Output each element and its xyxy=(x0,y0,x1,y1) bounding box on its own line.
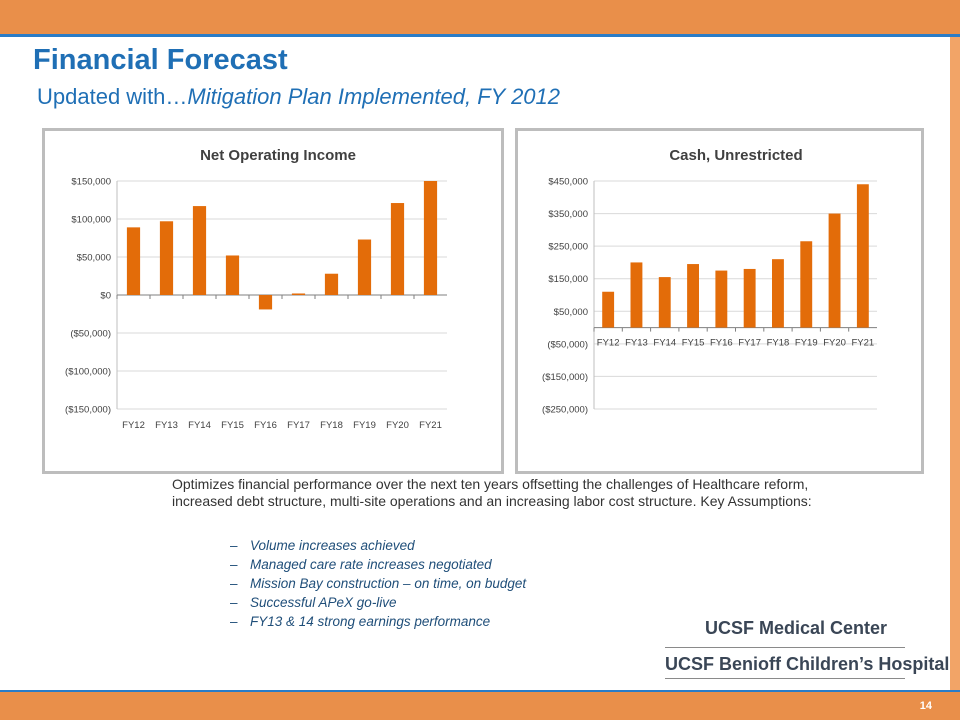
bar-fy14 xyxy=(658,277,671,328)
assumption-text: Mission Bay construction – on time, on b… xyxy=(250,576,527,591)
x-category-label: FY21 xyxy=(851,338,874,349)
x-category-label: FY13 xyxy=(155,420,178,431)
dash-marker: – xyxy=(230,538,238,553)
dash-marker: – xyxy=(230,614,238,629)
dash-marker: – xyxy=(230,576,238,591)
top-rule xyxy=(0,34,960,37)
x-category-label: FY14 xyxy=(653,338,676,349)
y-tick-label: $0 xyxy=(100,291,111,302)
x-category-label: FY12 xyxy=(122,420,145,431)
top-band xyxy=(0,0,960,34)
subtitle-lead: Updated with… xyxy=(37,84,188,109)
chart-title: Net Operating Income xyxy=(200,147,356,164)
description-text: Optimizes financial performance over the… xyxy=(172,476,812,509)
page-title: Financial Forecast xyxy=(33,44,288,76)
y-tick-label: $150,000 xyxy=(548,274,588,285)
bar-fy21 xyxy=(856,184,869,328)
bar-fy13 xyxy=(630,262,643,328)
y-tick-label: ($50,000) xyxy=(547,339,588,350)
y-tick-label: $450,000 xyxy=(548,177,588,188)
bar-fy20 xyxy=(828,213,841,328)
y-tick-label: ($50,000) xyxy=(70,329,111,340)
assumption-item: – Mission Bay construction – on time, on … xyxy=(230,574,526,593)
y-tick-label: $50,000 xyxy=(554,307,588,318)
bar-fy17 xyxy=(743,268,756,328)
net-operating-income-chart: Net Operating Income $150,000 $100,000 $50,… xyxy=(42,128,504,474)
bar-fy13 xyxy=(159,221,174,295)
x-category-label: FY16 xyxy=(254,420,277,431)
bar-fy16 xyxy=(258,295,273,310)
bar-fy17 xyxy=(291,293,306,295)
assumption-item: – Successful APeX go-live xyxy=(230,593,526,612)
y-tick-label: ($100,000) xyxy=(65,367,111,378)
y-tick-label: $250,000 xyxy=(548,242,588,253)
x-category-label: FY19 xyxy=(795,338,818,349)
subtitle-italic: Mitigation Plan Implemented, FY 2012 xyxy=(187,84,561,109)
bar-fy15 xyxy=(225,255,240,295)
y-tick-label: $150,000 xyxy=(71,177,111,188)
x-category-label: FY19 xyxy=(353,420,376,431)
logo-divider xyxy=(665,647,905,648)
bottom-rule xyxy=(0,690,960,693)
x-category-label: FY15 xyxy=(682,338,705,349)
assumption-text: Volume increases achieved xyxy=(250,538,415,553)
x-category-label: FY18 xyxy=(767,338,790,349)
x-category-label: FY20 xyxy=(386,420,409,431)
y-tick-label: $350,000 xyxy=(548,209,588,220)
cash-unrestricted-svg: Cash, Unrestricted $450,000 $350,000 $250,0… xyxy=(542,147,877,416)
y-tick-label: ($250,000) xyxy=(542,405,588,416)
assumption-item: – FY13 & 14 strong earnings performance xyxy=(230,612,526,631)
logo-divider-bottom xyxy=(665,678,905,679)
bar-fy19 xyxy=(800,241,813,328)
bar-fy14 xyxy=(192,206,207,295)
bar-fy20 xyxy=(390,203,405,295)
x-category-label: FY18 xyxy=(320,420,343,431)
dash-marker: – xyxy=(230,595,238,610)
assumption-text: Successful APeX go-live xyxy=(250,595,397,610)
x-category-label: FY17 xyxy=(738,338,761,349)
logo-medical-center: UCSF Medical Center xyxy=(705,618,888,638)
dash-marker: – xyxy=(230,557,238,572)
assumption-text: FY13 & 14 strong earnings performance xyxy=(250,614,491,629)
assumption-item: – Volume increases achieved xyxy=(230,536,526,555)
net-operating-income-svg: Net Operating Income $150,000 $100,000 $50,… xyxy=(65,147,447,431)
chart-title: Cash, Unrestricted xyxy=(669,147,802,164)
bar-fy12 xyxy=(602,291,615,328)
y-tick-label: $100,000 xyxy=(71,215,111,226)
bar-fy21 xyxy=(423,181,438,295)
ucsf-logo: UCSF Medical Center UCSF Benioff Childre… xyxy=(665,614,949,684)
right-edge-band xyxy=(950,37,960,692)
bottom-band xyxy=(0,692,960,720)
x-category-label: FY21 xyxy=(419,420,442,431)
x-category-label: FY16 xyxy=(710,338,733,349)
page-subtitle: Updated with…Mitigation Plan Implemented… xyxy=(37,84,560,110)
x-category-label: FY15 xyxy=(221,420,244,431)
page-number: 14 xyxy=(919,700,932,712)
x-category-label: FY12 xyxy=(597,338,620,349)
y-tick-label: ($150,000) xyxy=(542,372,588,383)
x-category-label: FY20 xyxy=(823,338,846,349)
cash-unrestricted-chart: Cash, Unrestricted $450,000 $350,000 $250,0… xyxy=(515,128,924,474)
assumption-list: – Volume increases achieved – Managed care… xyxy=(230,536,526,631)
logo-childrens-hospital: UCSF Benioff Children’s Hospital xyxy=(665,654,950,674)
x-category-label: FY14 xyxy=(188,420,211,431)
bar-fy18 xyxy=(324,273,339,295)
assumption-text: Managed care rate increases negotiated xyxy=(250,557,492,572)
x-category-label: FY13 xyxy=(625,338,648,349)
bar-fy15 xyxy=(687,264,699,328)
y-tick-label: $50,000 xyxy=(77,253,111,264)
x-category-label: FY17 xyxy=(287,420,310,431)
bar-fy19 xyxy=(357,239,372,295)
assumption-item: – Managed care rate increases negotiated xyxy=(230,555,526,574)
bar-fy16 xyxy=(715,270,728,328)
bar-fy18 xyxy=(772,259,784,328)
bar-fy12 xyxy=(126,227,141,295)
y-tick-label: ($150,000) xyxy=(65,405,111,416)
